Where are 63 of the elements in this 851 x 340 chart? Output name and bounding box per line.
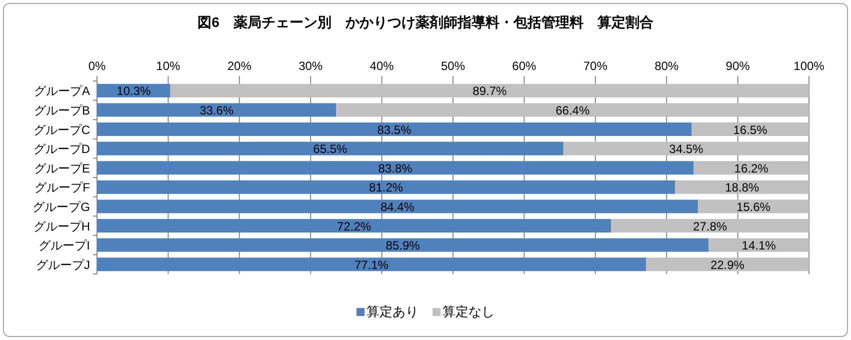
data-label: 16.2% xyxy=(734,161,769,176)
bar xyxy=(97,161,694,175)
y-tick-label: グループE xyxy=(34,161,90,176)
x-tick-label: 40% xyxy=(370,59,394,73)
data-label: 14.1% xyxy=(742,238,776,253)
y-tick-label: グループH xyxy=(33,219,90,234)
x-tick-label: 30% xyxy=(298,59,323,73)
data-label: 10.3% xyxy=(116,84,152,98)
bar xyxy=(97,122,692,136)
data-label: 83.8% xyxy=(378,161,413,176)
y-tick-label: グループA xyxy=(34,84,90,98)
bar xyxy=(170,84,809,98)
data-label: 34.5% xyxy=(669,142,704,156)
data-label: 83.5% xyxy=(377,122,412,137)
data-label: 89.7% xyxy=(472,84,508,98)
x-tick-label: 90% xyxy=(726,59,750,73)
data-label: 72.2% xyxy=(337,219,372,234)
data-label: 16.5% xyxy=(733,122,768,137)
data-label: 33.6% xyxy=(200,103,234,118)
x-tick-label: 70% xyxy=(583,59,608,73)
bar xyxy=(97,200,698,214)
bar xyxy=(694,161,809,175)
data-label: 66.4% xyxy=(556,103,590,118)
y-tick-label: グループF xyxy=(34,180,90,195)
x-tick-label: 80% xyxy=(654,59,679,73)
bar xyxy=(708,238,809,252)
data-label: 65.5% xyxy=(313,142,348,156)
x-tick-label: 0% xyxy=(88,59,106,73)
legend-label: 算定あり xyxy=(366,304,418,319)
bar xyxy=(646,258,809,272)
chart-title: 図6 薬局チェーン別 かかりつけ薬剤師指導料・包括管理料 算定割合 xyxy=(198,14,654,30)
bar xyxy=(563,142,809,156)
bar xyxy=(97,238,709,252)
y-tick-label: グループJ xyxy=(36,258,90,272)
x-tick-label: 60% xyxy=(512,59,537,73)
bar xyxy=(698,200,809,214)
y-tick-label: グループB xyxy=(34,103,90,118)
data-label: 22.9% xyxy=(710,258,745,272)
data-label: 18.8% xyxy=(725,180,760,195)
y-tick-label: グループD xyxy=(33,142,90,156)
data-label: 27.8% xyxy=(693,219,728,234)
legend-label: 算定なし xyxy=(442,304,494,319)
y-tick-label: グループI xyxy=(38,238,90,253)
x-tick-label: 20% xyxy=(227,59,252,73)
data-label: 81.2% xyxy=(369,180,404,195)
bar xyxy=(611,218,809,233)
y-tick-label: グループG xyxy=(32,200,90,214)
bar xyxy=(692,122,809,136)
bar xyxy=(97,142,564,156)
bar xyxy=(97,180,676,194)
bar xyxy=(675,180,809,194)
data-label: 84.4% xyxy=(380,200,415,214)
data-label: 15.6% xyxy=(736,200,771,214)
bar xyxy=(97,218,612,233)
x-tick-label: 10% xyxy=(156,59,181,73)
bar xyxy=(336,103,809,117)
bar xyxy=(97,258,646,272)
data-label: 77.1% xyxy=(354,258,389,272)
data-label: 85.9% xyxy=(386,238,420,253)
y-tick-label: グループC xyxy=(33,122,90,137)
x-tick-label: 50% xyxy=(440,59,466,73)
bar xyxy=(97,103,336,117)
x-tick-label: 100% xyxy=(794,59,825,73)
